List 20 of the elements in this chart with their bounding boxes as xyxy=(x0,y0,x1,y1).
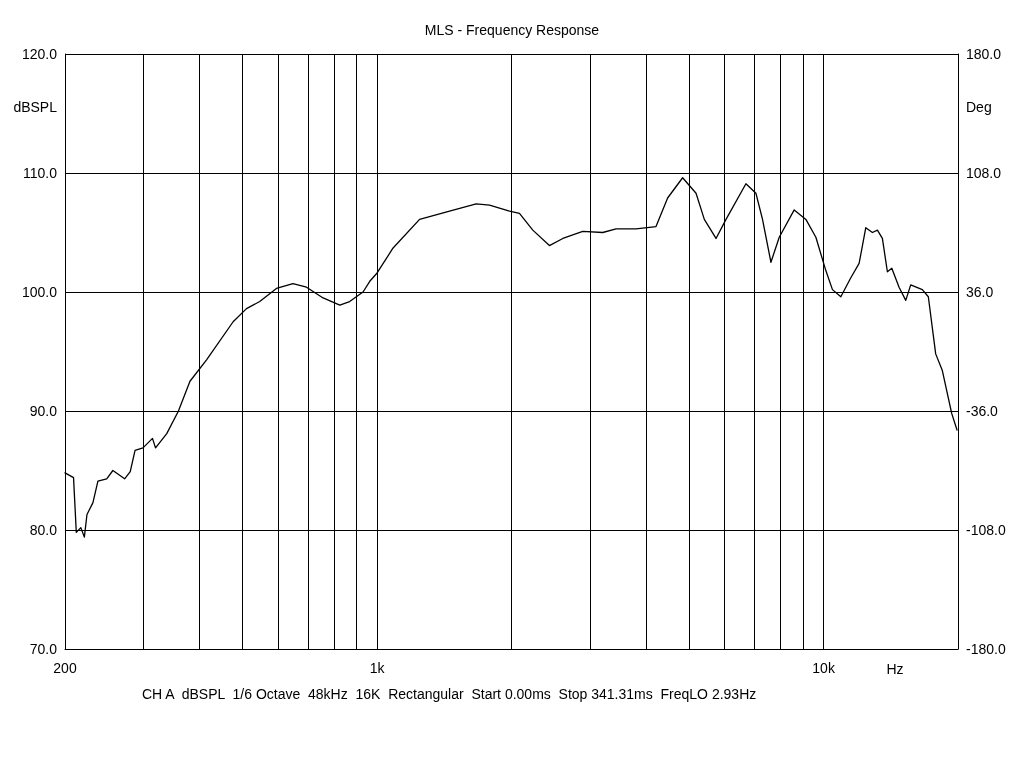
y-tick-label: 110.0 xyxy=(23,165,58,181)
y2-tick-label: -108.0 xyxy=(966,522,1006,538)
y-tick-label: 70.0 xyxy=(29,641,58,657)
y2-tick-label: -36.0 xyxy=(966,403,999,419)
y2-tick-label: 180.0 xyxy=(966,46,1002,62)
y2-tick-label: 36.0 xyxy=(966,284,994,300)
x-axis-title: Hz xyxy=(886,661,904,677)
y-tick-label: 120.0 xyxy=(21,46,58,62)
y2-axis-title: Deg xyxy=(966,99,992,115)
y-axis-title: dBSPL xyxy=(13,99,58,115)
y2-tick-label: -180.0 xyxy=(966,641,1006,657)
x-tick-label: 1k xyxy=(369,660,386,676)
x-tick-label: 200 xyxy=(53,660,77,676)
y-tick-label: 100.0 xyxy=(21,284,58,300)
chart-title: MLS - Frequency Response xyxy=(424,22,600,38)
y-tick-label: 80.0 xyxy=(29,522,58,538)
y2-tick-label: 108.0 xyxy=(966,165,1002,181)
text: CH A dBSPL 1/6 Octave 48kHz 16K Rectangular Start 0.00ms Stop 341.31ms FreqLO 2.93Hz xyxy=(142,686,757,702)
x-tick-label: 10k xyxy=(812,660,836,676)
y-tick-label: 90.0 xyxy=(29,403,58,419)
